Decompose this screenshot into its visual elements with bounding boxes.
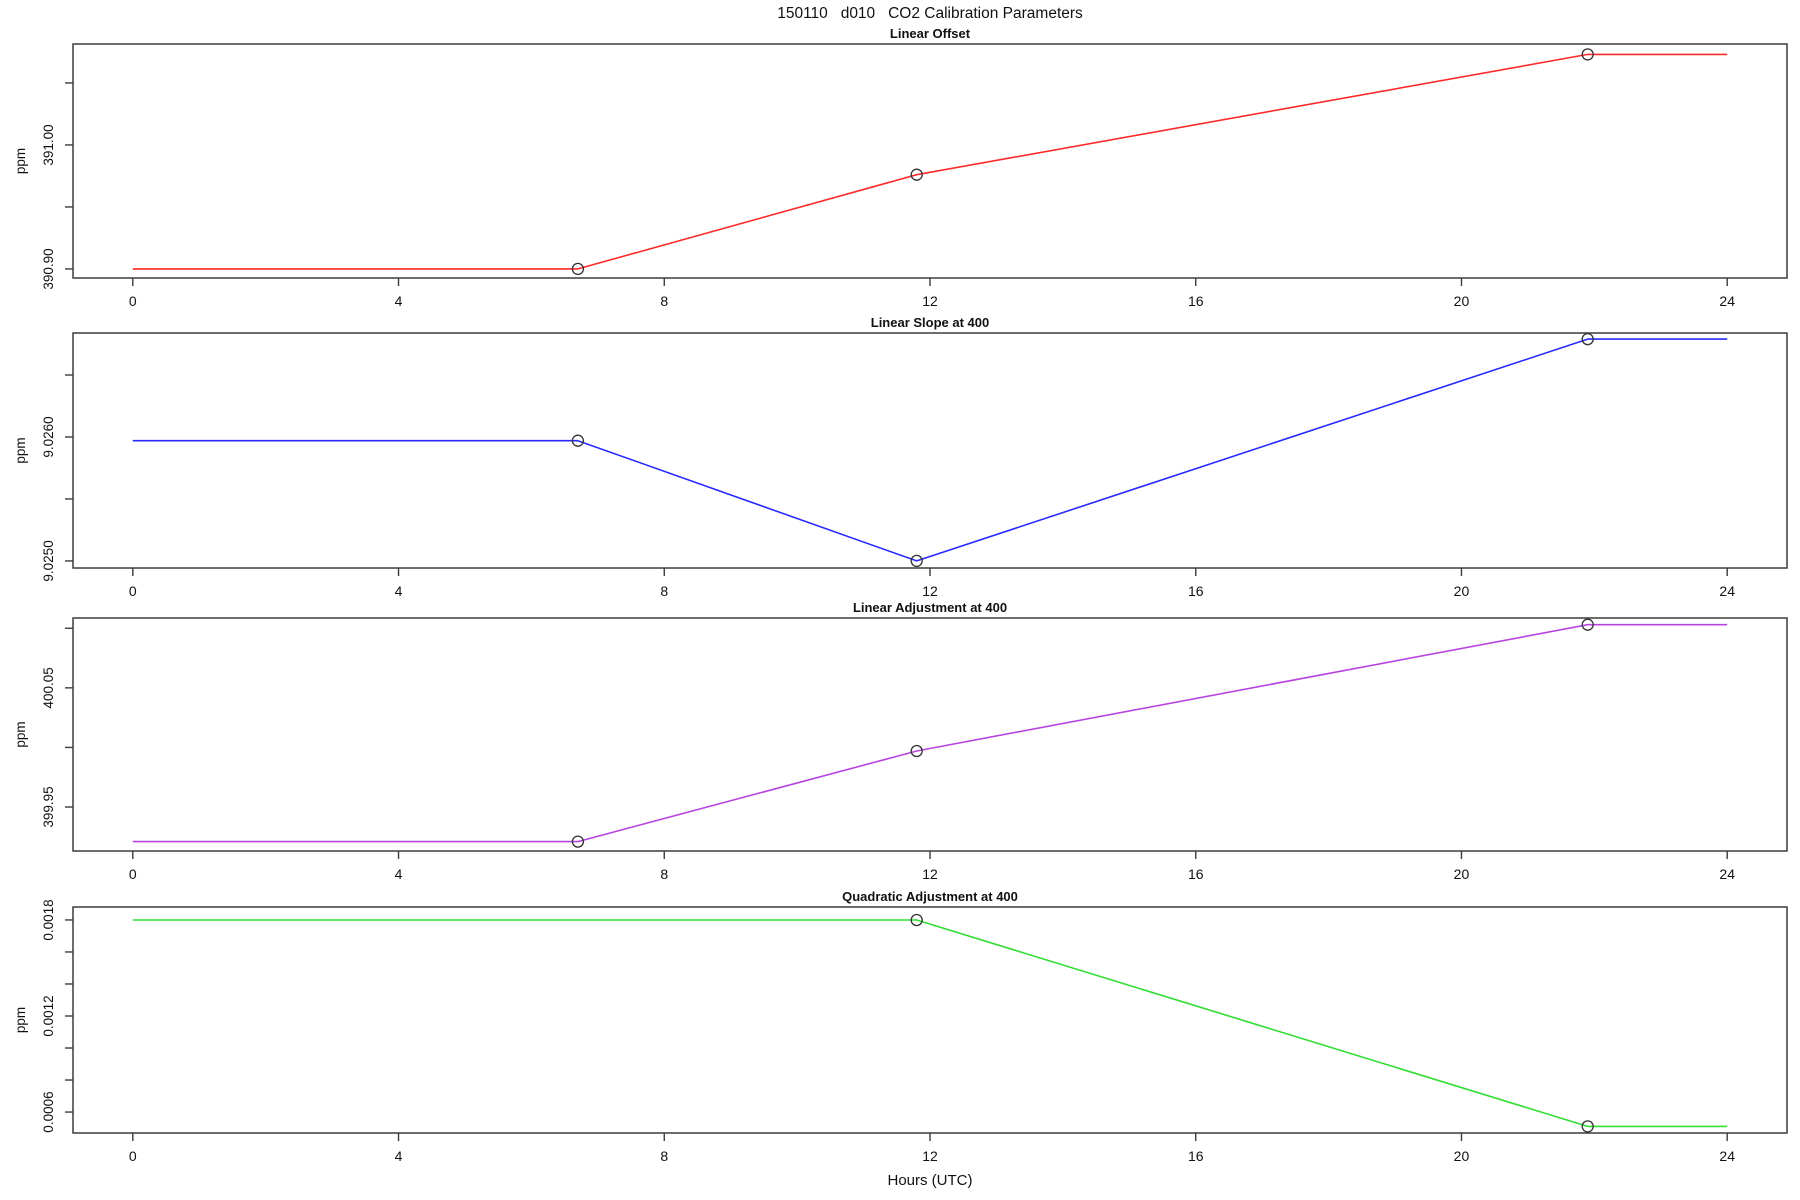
panel-1-title: Linear Offset	[890, 26, 971, 41]
x-tick-label: 20	[1454, 1148, 1470, 1164]
data-line-4	[132, 919, 1728, 1128]
y-tick-label: 9.0260	[41, 416, 56, 457]
x-tick-label: 8	[660, 583, 668, 599]
panel-3-border	[72, 617, 1788, 852]
data-point-marker	[1581, 48, 1594, 61]
y-tick-label: 399.95	[41, 786, 56, 827]
y-tick-label: 0.0006	[41, 1091, 56, 1132]
data-point-marker	[571, 835, 585, 848]
x-tick-label: 20	[1454, 583, 1470, 599]
data-point-marker	[910, 554, 923, 568]
panel-4-title: Quadratic Adjustment at 400	[842, 889, 1018, 904]
y-tick-label: 0.0012	[41, 995, 56, 1036]
x-tick-label: 8	[660, 293, 668, 309]
x-tick-label: 16	[1188, 293, 1204, 309]
x-tick-label: 20	[1454, 293, 1470, 309]
x-axis-label: Hours (UTC)	[887, 1172, 973, 1189]
x-tick-label: 4	[395, 866, 403, 882]
y-axis-unit-label: ppm	[13, 437, 28, 463]
data-line-1	[132, 53, 1728, 270]
data-line-3	[132, 623, 1728, 843]
y-axis-unit-label: ppm	[13, 1007, 28, 1033]
panel-2-title: Linear Slope at 400	[871, 315, 990, 330]
chart-title: 150110 d010 CO2 Calibration Parameters	[777, 5, 1083, 22]
data-point-marker	[1581, 1120, 1594, 1133]
y-axis-unit-label: ppm	[13, 148, 28, 174]
x-tick-label: 12	[922, 293, 938, 309]
y-tick-label: 9.0250	[41, 540, 56, 581]
x-tick-label: 0	[129, 866, 137, 882]
x-tick-label: 24	[1719, 293, 1735, 309]
data-point-marker	[571, 434, 585, 447]
x-tick-label: 12	[922, 866, 938, 882]
x-tick-label: 8	[660, 1148, 668, 1164]
x-tick-label: 16	[1188, 1148, 1204, 1164]
data-point-marker	[910, 744, 923, 758]
x-tick-label: 12	[922, 1148, 938, 1164]
data-point-marker	[910, 168, 923, 181]
data-point-marker	[1581, 332, 1594, 346]
y-tick-label: 0.0018	[41, 899, 56, 940]
panel-1-border	[72, 43, 1788, 279]
y-tick-label: 400.05	[41, 667, 56, 708]
panel-2-border	[72, 332, 1788, 569]
y-tick-label: 391.00	[41, 124, 56, 165]
y-tick-label: 390.90	[41, 248, 56, 289]
x-tick-label: 24	[1719, 1148, 1735, 1164]
x-tick-label: 20	[1454, 866, 1470, 882]
x-tick-label: 0	[129, 583, 137, 599]
x-tick-label: 0	[129, 293, 137, 309]
y-axis-unit-label: ppm	[13, 721, 28, 747]
x-tick-label: 4	[395, 1148, 403, 1164]
x-tick-label: 16	[1188, 866, 1204, 882]
x-tick-label: 12	[922, 583, 938, 599]
panel-4-border	[72, 906, 1788, 1134]
x-tick-label: 16	[1188, 583, 1204, 599]
data-point-marker	[571, 262, 585, 276]
data-point-marker	[910, 913, 923, 927]
x-tick-label: 0	[129, 1148, 137, 1164]
x-tick-label: 4	[395, 583, 403, 599]
x-tick-label: 24	[1719, 583, 1735, 599]
x-tick-label: 24	[1719, 866, 1735, 882]
x-tick-label: 8	[660, 866, 668, 882]
panel-3-title: Linear Adjustment at 400	[853, 600, 1007, 615]
data-line-2	[132, 338, 1728, 562]
x-tick-label: 4	[395, 293, 403, 309]
data-point-marker	[1581, 618, 1594, 631]
